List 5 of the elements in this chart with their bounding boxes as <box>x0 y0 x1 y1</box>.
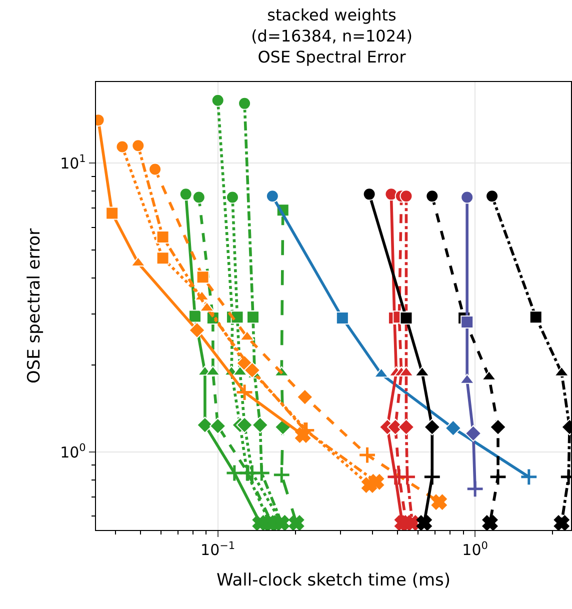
x-axis-title: Wall-clock sketch time (ms) <box>216 570 451 591</box>
chart-title: stacked weights (d=16384, n=1024) OSE Spectral Error <box>251 6 412 66</box>
y-axis-title: OSE spectral error <box>24 228 45 384</box>
x-tick-label: 10$^{−1}$ <box>200 540 236 560</box>
y-tick-label: 10$^{1}$ <box>60 153 86 172</box>
